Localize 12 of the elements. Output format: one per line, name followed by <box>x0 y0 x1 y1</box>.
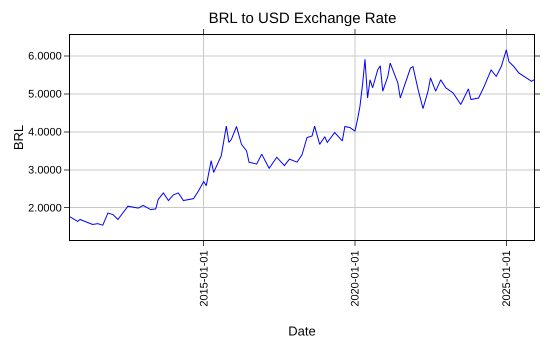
y-tick-label: 4.0000 <box>28 126 62 139</box>
y-tick-label: 3.0000 <box>28 164 62 177</box>
chart-title: BRL to USD Exchange Rate <box>208 10 396 27</box>
x-axis-title: Date <box>288 323 316 338</box>
x-tick-label: 2020-01-01 <box>350 250 362 307</box>
y-tick-label: 5.0000 <box>28 88 62 101</box>
y-tick-label: 2.0000 <box>28 202 62 215</box>
y-axis-title: BRL <box>11 124 26 150</box>
line-series <box>70 49 534 226</box>
x-tick-label: 2015-01-01 <box>198 250 210 307</box>
x-tick-label: 2025-01-01 <box>500 250 513 307</box>
y-tick-label: 6.0000 <box>28 50 62 63</box>
